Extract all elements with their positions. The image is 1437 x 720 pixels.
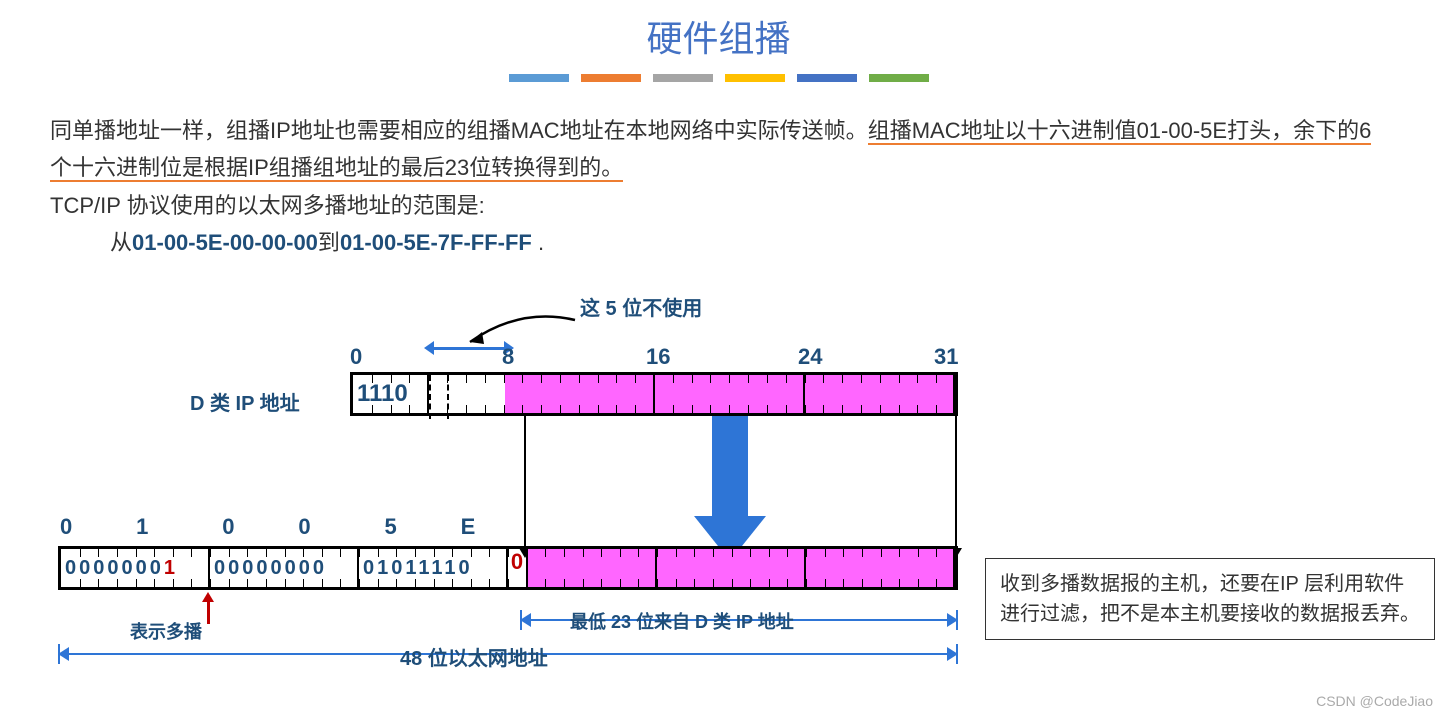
ip-pink-3	[805, 375, 955, 413]
mac-byte2: 00000000	[210, 549, 359, 587]
tick-8: 8	[502, 344, 514, 370]
mac-bit25-val: 0	[511, 549, 523, 574]
range-prefix: 从	[110, 230, 132, 255]
mac-byte1-bits: 0000000	[65, 557, 164, 579]
range-suffix: .	[532, 230, 544, 255]
bar-4	[725, 74, 785, 82]
range-mid: 到	[318, 230, 340, 255]
desc-plain: 同单播地址一样，组播IP地址也需要相应的组播MAC地址在本地网络中实际传送帧。	[50, 118, 868, 143]
multicast-note: 表示多播	[130, 618, 202, 644]
tick-16: 16	[646, 344, 670, 370]
mac-byte1-last: 1	[164, 557, 178, 579]
tick-24: 24	[798, 344, 822, 370]
low23-note: 最低 23 位来自 D 类 IP 地址	[570, 608, 794, 634]
side-note: 收到多播数据报的主机，还要在IP 层利用软件进行过滤，把不是本主机要接收的数据报…	[985, 558, 1435, 640]
ip-pink-2	[655, 375, 805, 413]
mac-byte2-bits: 00000000	[210, 557, 327, 579]
range-start: 01-00-5E-00-00-00	[132, 230, 318, 255]
multicast-diagram: 这 5 位不使用 0 8 16 24 31 D 类 IP 地址 1110	[50, 292, 970, 712]
mapping-arrow	[700, 416, 760, 566]
arrow-bit31	[955, 416, 957, 556]
full48-note: 48 位以太网地址	[400, 642, 548, 671]
mac-address-box: 00000001 00000000 01011110 0	[58, 546, 958, 590]
ip-1110: 1110	[353, 375, 429, 413]
bar-3	[653, 74, 713, 82]
mac-bit25: 0	[508, 549, 528, 587]
note-5bit: 这 5 位不使用	[580, 292, 702, 321]
mac-byte1: 00000001	[61, 549, 210, 587]
mac-pink-1	[528, 549, 657, 587]
mac-range: 从01-00-5E-00-00-00到01-00-5E-7F-FF-FF .	[110, 224, 1387, 261]
dbl-arrow-5bit	[424, 338, 514, 358]
multicast-bit-arrow	[202, 592, 214, 624]
ip-pink-1	[505, 375, 655, 413]
page-title: 硬件组播	[0, 0, 1437, 62]
hex-2: 0	[222, 514, 292, 540]
mac-byte3: 01011110	[359, 549, 508, 587]
mac-pink-3	[806, 549, 955, 587]
bar-5	[797, 74, 857, 82]
ip-row-label: D 类 IP 地址	[190, 387, 300, 416]
ip-5bit-region	[429, 375, 505, 413]
hex-1: 1	[136, 514, 216, 540]
bar-2	[581, 74, 641, 82]
description: 同单播地址一样，组播IP地址也需要相应的组播MAC地址在本地网络中实际传送帧。组…	[50, 112, 1387, 262]
hex-4: 5	[385, 514, 455, 540]
watermark: CSDN @CodeJiao	[1316, 693, 1433, 709]
hex-0: 0	[60, 514, 130, 540]
bar-1	[509, 74, 569, 82]
hex-5: E	[461, 514, 531, 540]
range-end: 01-00-5E-7F-FF-FF	[340, 230, 532, 255]
mac-pink-2	[657, 549, 806, 587]
hex-3: 0	[298, 514, 378, 540]
tick-31: 31	[934, 344, 958, 370]
mac-byte3-bits: 01011110	[359, 557, 473, 579]
desc-line2: TCP/IP 协议使用的以太网多播地址的范围是:	[50, 193, 485, 218]
tick-0: 0	[350, 344, 362, 370]
accent-bars	[0, 74, 1437, 82]
bar-6	[869, 74, 929, 82]
hex-labels: 0 1 0 0 5 E	[60, 514, 531, 540]
ip-address-box: 1110	[350, 372, 958, 416]
